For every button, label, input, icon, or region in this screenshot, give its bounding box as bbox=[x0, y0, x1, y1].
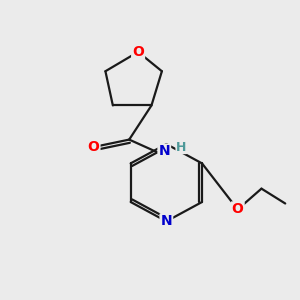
Text: N: N bbox=[158, 145, 170, 158]
Text: O: O bbox=[132, 45, 144, 59]
Text: H: H bbox=[176, 140, 186, 154]
Text: N: N bbox=[160, 214, 172, 228]
Text: O: O bbox=[88, 140, 100, 154]
Text: O: O bbox=[232, 202, 244, 216]
